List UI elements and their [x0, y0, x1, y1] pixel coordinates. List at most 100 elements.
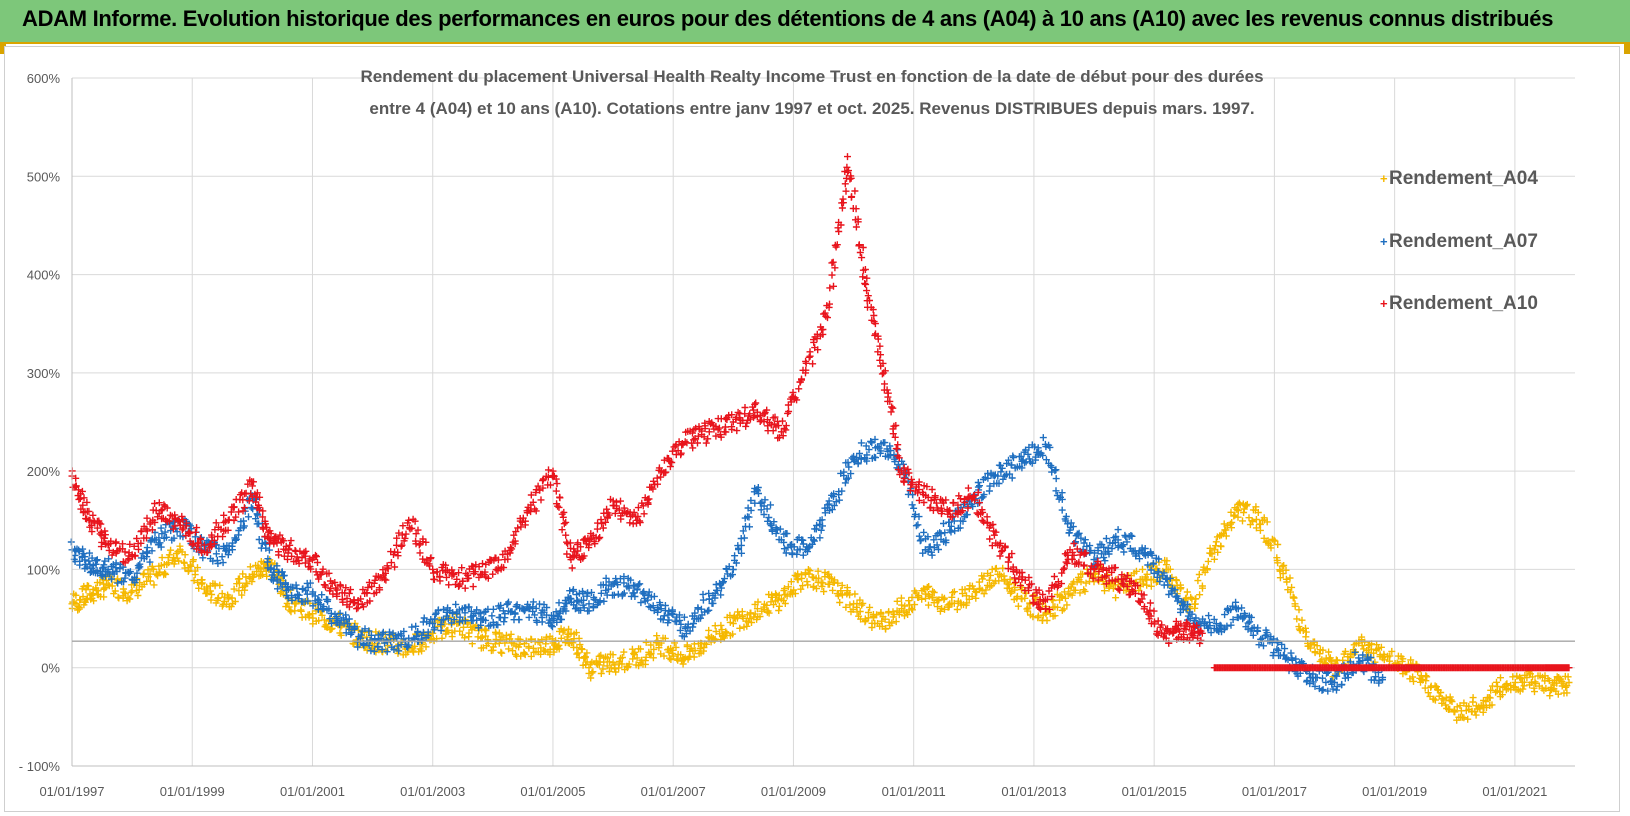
data-point [259, 571, 267, 579]
data-point [844, 474, 852, 482]
data-point [908, 501, 916, 509]
data-point [702, 439, 710, 447]
data-point [649, 602, 657, 610]
data-point [933, 541, 941, 549]
data-point [365, 642, 373, 649]
data-point [776, 525, 784, 533]
data-point [747, 609, 755, 617]
data-point [754, 484, 762, 491]
frame-corner-marker [1624, 44, 1630, 54]
data-point [1046, 443, 1054, 451]
data-point [424, 628, 432, 636]
data-point [157, 507, 165, 515]
data-point [864, 292, 872, 300]
data-point [1309, 678, 1317, 686]
data-point [809, 583, 817, 591]
data-point [100, 561, 108, 569]
data-point [1139, 580, 1147, 588]
data-point [1212, 538, 1220, 546]
data-point [980, 491, 988, 499]
data-point [240, 517, 247, 525]
data-point [1147, 582, 1155, 590]
data-point [155, 499, 163, 507]
data-point [1229, 602, 1237, 610]
data-point [605, 668, 613, 675]
data-point [1295, 625, 1303, 633]
data-point [361, 625, 369, 633]
data-point [318, 611, 326, 619]
data-point [304, 583, 312, 591]
data-point [717, 584, 725, 592]
data-point [1098, 550, 1105, 558]
data-point [851, 590, 859, 598]
data-point [1051, 467, 1059, 475]
data-point [1287, 588, 1294, 596]
x-tick-label: 01/01/2013 [1001, 784, 1066, 799]
data-point [543, 604, 551, 611]
frame-corner-marker [0, 44, 6, 54]
data-point [829, 586, 837, 594]
data-point [723, 629, 731, 637]
data-point [1243, 500, 1251, 508]
data-point [560, 626, 568, 634]
data-point [480, 608, 488, 616]
data-point [245, 513, 252, 521]
data-point [1472, 711, 1480, 719]
data-point [747, 497, 755, 504]
data-point [126, 568, 134, 576]
data-point [719, 579, 727, 587]
data-point [963, 599, 971, 607]
data-point [500, 618, 508, 626]
data-point [798, 536, 806, 544]
data-point [1274, 647, 1282, 654]
data-point [633, 654, 641, 662]
series-rendement-a04 [68, 499, 1573, 724]
data-point [280, 572, 288, 579]
data-point [863, 451, 871, 459]
data-point [980, 572, 988, 580]
data-point [169, 525, 177, 533]
data-point [819, 522, 826, 530]
data-point [799, 551, 807, 559]
data-point [865, 446, 873, 454]
data-point [1081, 536, 1089, 544]
data-point [574, 649, 582, 657]
data-point [842, 603, 850, 611]
data-point [780, 538, 788, 546]
data-point [985, 576, 993, 584]
data-point [587, 660, 595, 668]
data-point [592, 657, 600, 665]
data-point [1160, 569, 1168, 577]
data-point [761, 496, 769, 504]
data-point [806, 567, 814, 575]
data-point [1212, 620, 1220, 628]
data-point [1228, 519, 1236, 526]
data-point [971, 588, 979, 596]
data-point [640, 510, 648, 518]
data-point [507, 630, 515, 638]
legend-marker-a07: + [1380, 234, 1388, 249]
data-point [215, 545, 223, 552]
data-point [1264, 537, 1272, 545]
data-point [770, 601, 777, 609]
data-point [754, 598, 762, 606]
data-point [940, 594, 948, 602]
data-point [715, 424, 723, 432]
data-point [618, 654, 626, 661]
data-point [1054, 603, 1061, 611]
data-point [925, 601, 932, 609]
data-point [1311, 648, 1319, 656]
data-point [961, 586, 969, 594]
data-point [158, 530, 166, 538]
data-point [768, 527, 776, 535]
data-point [454, 619, 462, 627]
data-point [1028, 459, 1036, 467]
data-point [569, 586, 577, 594]
data-point [1531, 688, 1538, 696]
data-point [858, 254, 866, 262]
data-point [718, 626, 726, 634]
data-point [1105, 550, 1113, 558]
data-point [639, 589, 647, 597]
data-point [642, 653, 650, 661]
data-point [610, 591, 618, 599]
